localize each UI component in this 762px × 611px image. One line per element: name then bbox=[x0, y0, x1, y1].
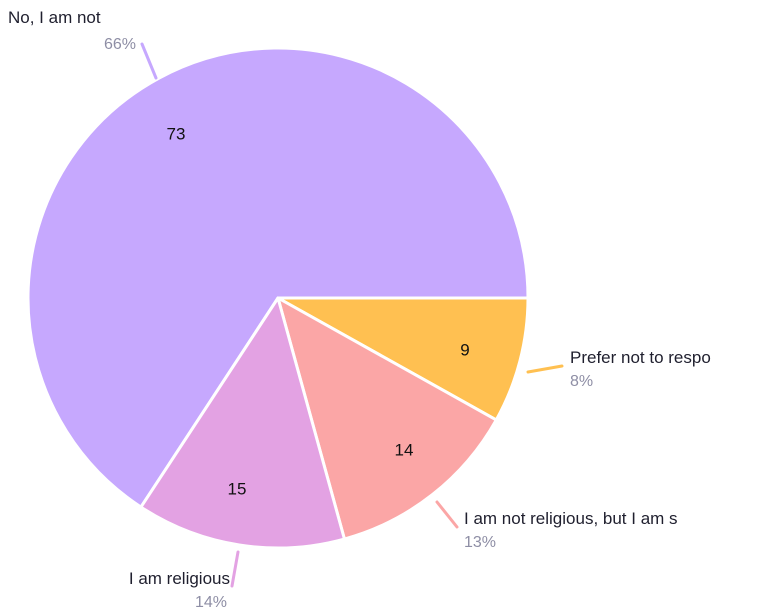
value-labels: 73 9 14 15 bbox=[167, 124, 470, 498]
pie-slice-prefer-not-to-respo bbox=[276, 296, 530, 422]
slice-category-label: No, I am not bbox=[8, 8, 101, 27]
slice-percent-label: 66% bbox=[104, 36, 136, 53]
slice-value-label: 15 bbox=[228, 479, 247, 498]
slice-percent-label: 13% bbox=[464, 534, 496, 551]
pie-slice-i-am-religious bbox=[139, 296, 346, 550]
slice-value-label: 14 bbox=[395, 440, 414, 459]
leader-line-prefer-not-to-respo bbox=[526, 364, 564, 374]
slice-value-label: 9 bbox=[460, 340, 469, 359]
slice-value-label: 73 bbox=[167, 124, 186, 143]
pie-slices bbox=[26, 46, 530, 550]
slice-category-label: Prefer not to respo bbox=[570, 348, 711, 367]
slice-category-label: I am religious bbox=[129, 569, 230, 588]
slice-category-label: I am not religious, but I am s bbox=[464, 509, 678, 528]
pie-slice-i-am-not-religious-but-i-am-s bbox=[276, 296, 498, 541]
leader-line-no-i-am-not bbox=[140, 42, 158, 80]
pie-slice-no-i-am-not bbox=[26, 46, 530, 509]
leader-line-i-am-religious bbox=[230, 550, 240, 588]
slice-percent-label: 14% bbox=[195, 594, 227, 611]
slice-percent-label: 8% bbox=[570, 373, 593, 390]
leader-lines bbox=[140, 42, 564, 588]
leader-line-i-am-not-religious-but-i-am-s bbox=[435, 500, 459, 529]
